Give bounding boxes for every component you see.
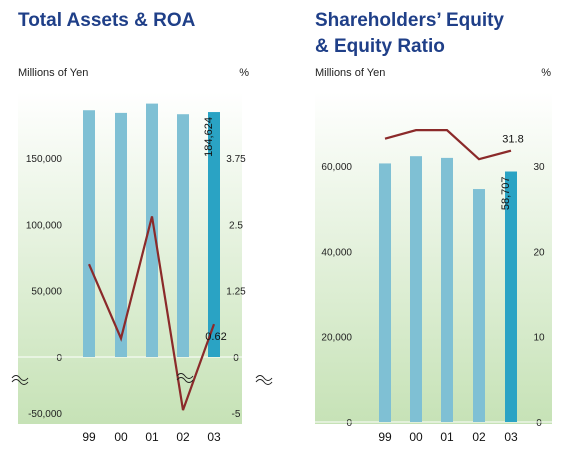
chart-1-bar [208, 112, 220, 357]
chart-2-bar [441, 157, 453, 422]
chart-1-category-label: 03 [207, 430, 221, 444]
chart-2-left-tick: 20,000 [321, 333, 352, 344]
chart-1-left-tick: 100,000 [26, 220, 63, 231]
chart-1-plot-area [18, 92, 242, 424]
chart-1-left-unit: Millions of Yen [18, 67, 88, 79]
chart-2-right-unit: % [541, 67, 551, 79]
chart-1-category-label: 00 [114, 430, 128, 444]
chart-1-left-tick: 150,000 [26, 154, 63, 165]
chart-2-right-tick: 10 [533, 333, 545, 344]
chart-1-break-mark [255, 379, 273, 385]
chart-2-right-tick: 20 [533, 247, 545, 258]
chart-2-bar [379, 163, 391, 422]
chart-2-line-value-label: 31.8 [502, 134, 523, 146]
chart-2-bar [473, 189, 485, 422]
chart-2-category-label: 01 [440, 430, 454, 444]
chart-1-right-unit: % [239, 67, 249, 79]
chart-1-bar [83, 110, 95, 358]
chart-1-line-value-label: 0.62 [205, 331, 226, 343]
chart-total-assets-roa: Total Assets & ROA Millions of Yen % 150… [11, 10, 273, 444]
chart-2-title-line-2: & Equity Ratio [315, 36, 445, 57]
chart-2-left-tick: 40,000 [321, 247, 352, 258]
chart-1-left-tick: 50,000 [31, 287, 62, 298]
chart-1-right-tick: 0 [233, 353, 239, 364]
chart-1-category-label: 02 [176, 430, 190, 444]
chart-1-right-tick: 3.75 [226, 154, 246, 165]
chart-1-axis-break [11, 373, 273, 385]
chart-1-category-label: 01 [145, 430, 159, 444]
chart-2-category-label: 00 [409, 430, 423, 444]
chart-2-left-tick: 0 [346, 418, 352, 429]
chart-1-break-mark [176, 373, 194, 379]
chart-1-right-tick: -5 [232, 409, 241, 420]
chart-2-left-tick: 60,000 [321, 162, 352, 173]
chart-2-left-unit: Millions of Yen [315, 67, 385, 79]
chart-2-bar-value-label: 58,707 [500, 177, 512, 211]
chart-1-left-tick: -50,000 [28, 409, 62, 420]
chart-2-category-label: 99 [378, 430, 392, 444]
chart-shareholders-equity: Shareholders’ Equity & Equity Ratio Mill… [315, 10, 552, 444]
chart-1-category-label: 99 [82, 430, 96, 444]
chart-1-left-tick: 0 [56, 353, 62, 364]
chart-1-right-tick: 1.25 [226, 287, 246, 298]
chart-1-break-mark [11, 379, 29, 385]
chart-1-bar [115, 112, 127, 357]
chart-1-break-mark [255, 375, 273, 381]
chart-1-break-mark [176, 377, 194, 383]
chart-2-right-tick: 0 [536, 418, 542, 429]
chart-1-bar [177, 114, 189, 357]
chart-2-right-tick: 30 [533, 162, 545, 173]
chart-2-bar [410, 156, 422, 423]
chart-2-category-label: 02 [472, 430, 486, 444]
chart-1-title: Total Assets & ROA [18, 10, 196, 31]
chart-2-category-label: 03 [504, 430, 518, 444]
chart-1-bar-value-label: 184,624 [203, 117, 215, 157]
chart-2-title-line-1: Shareholders’ Equity [315, 10, 504, 31]
chart-1-break-mark [11, 375, 29, 381]
chart-1-right-tick: 2.5 [229, 220, 243, 231]
chart-2-bar [505, 171, 517, 422]
chart-1-bar [146, 103, 158, 357]
